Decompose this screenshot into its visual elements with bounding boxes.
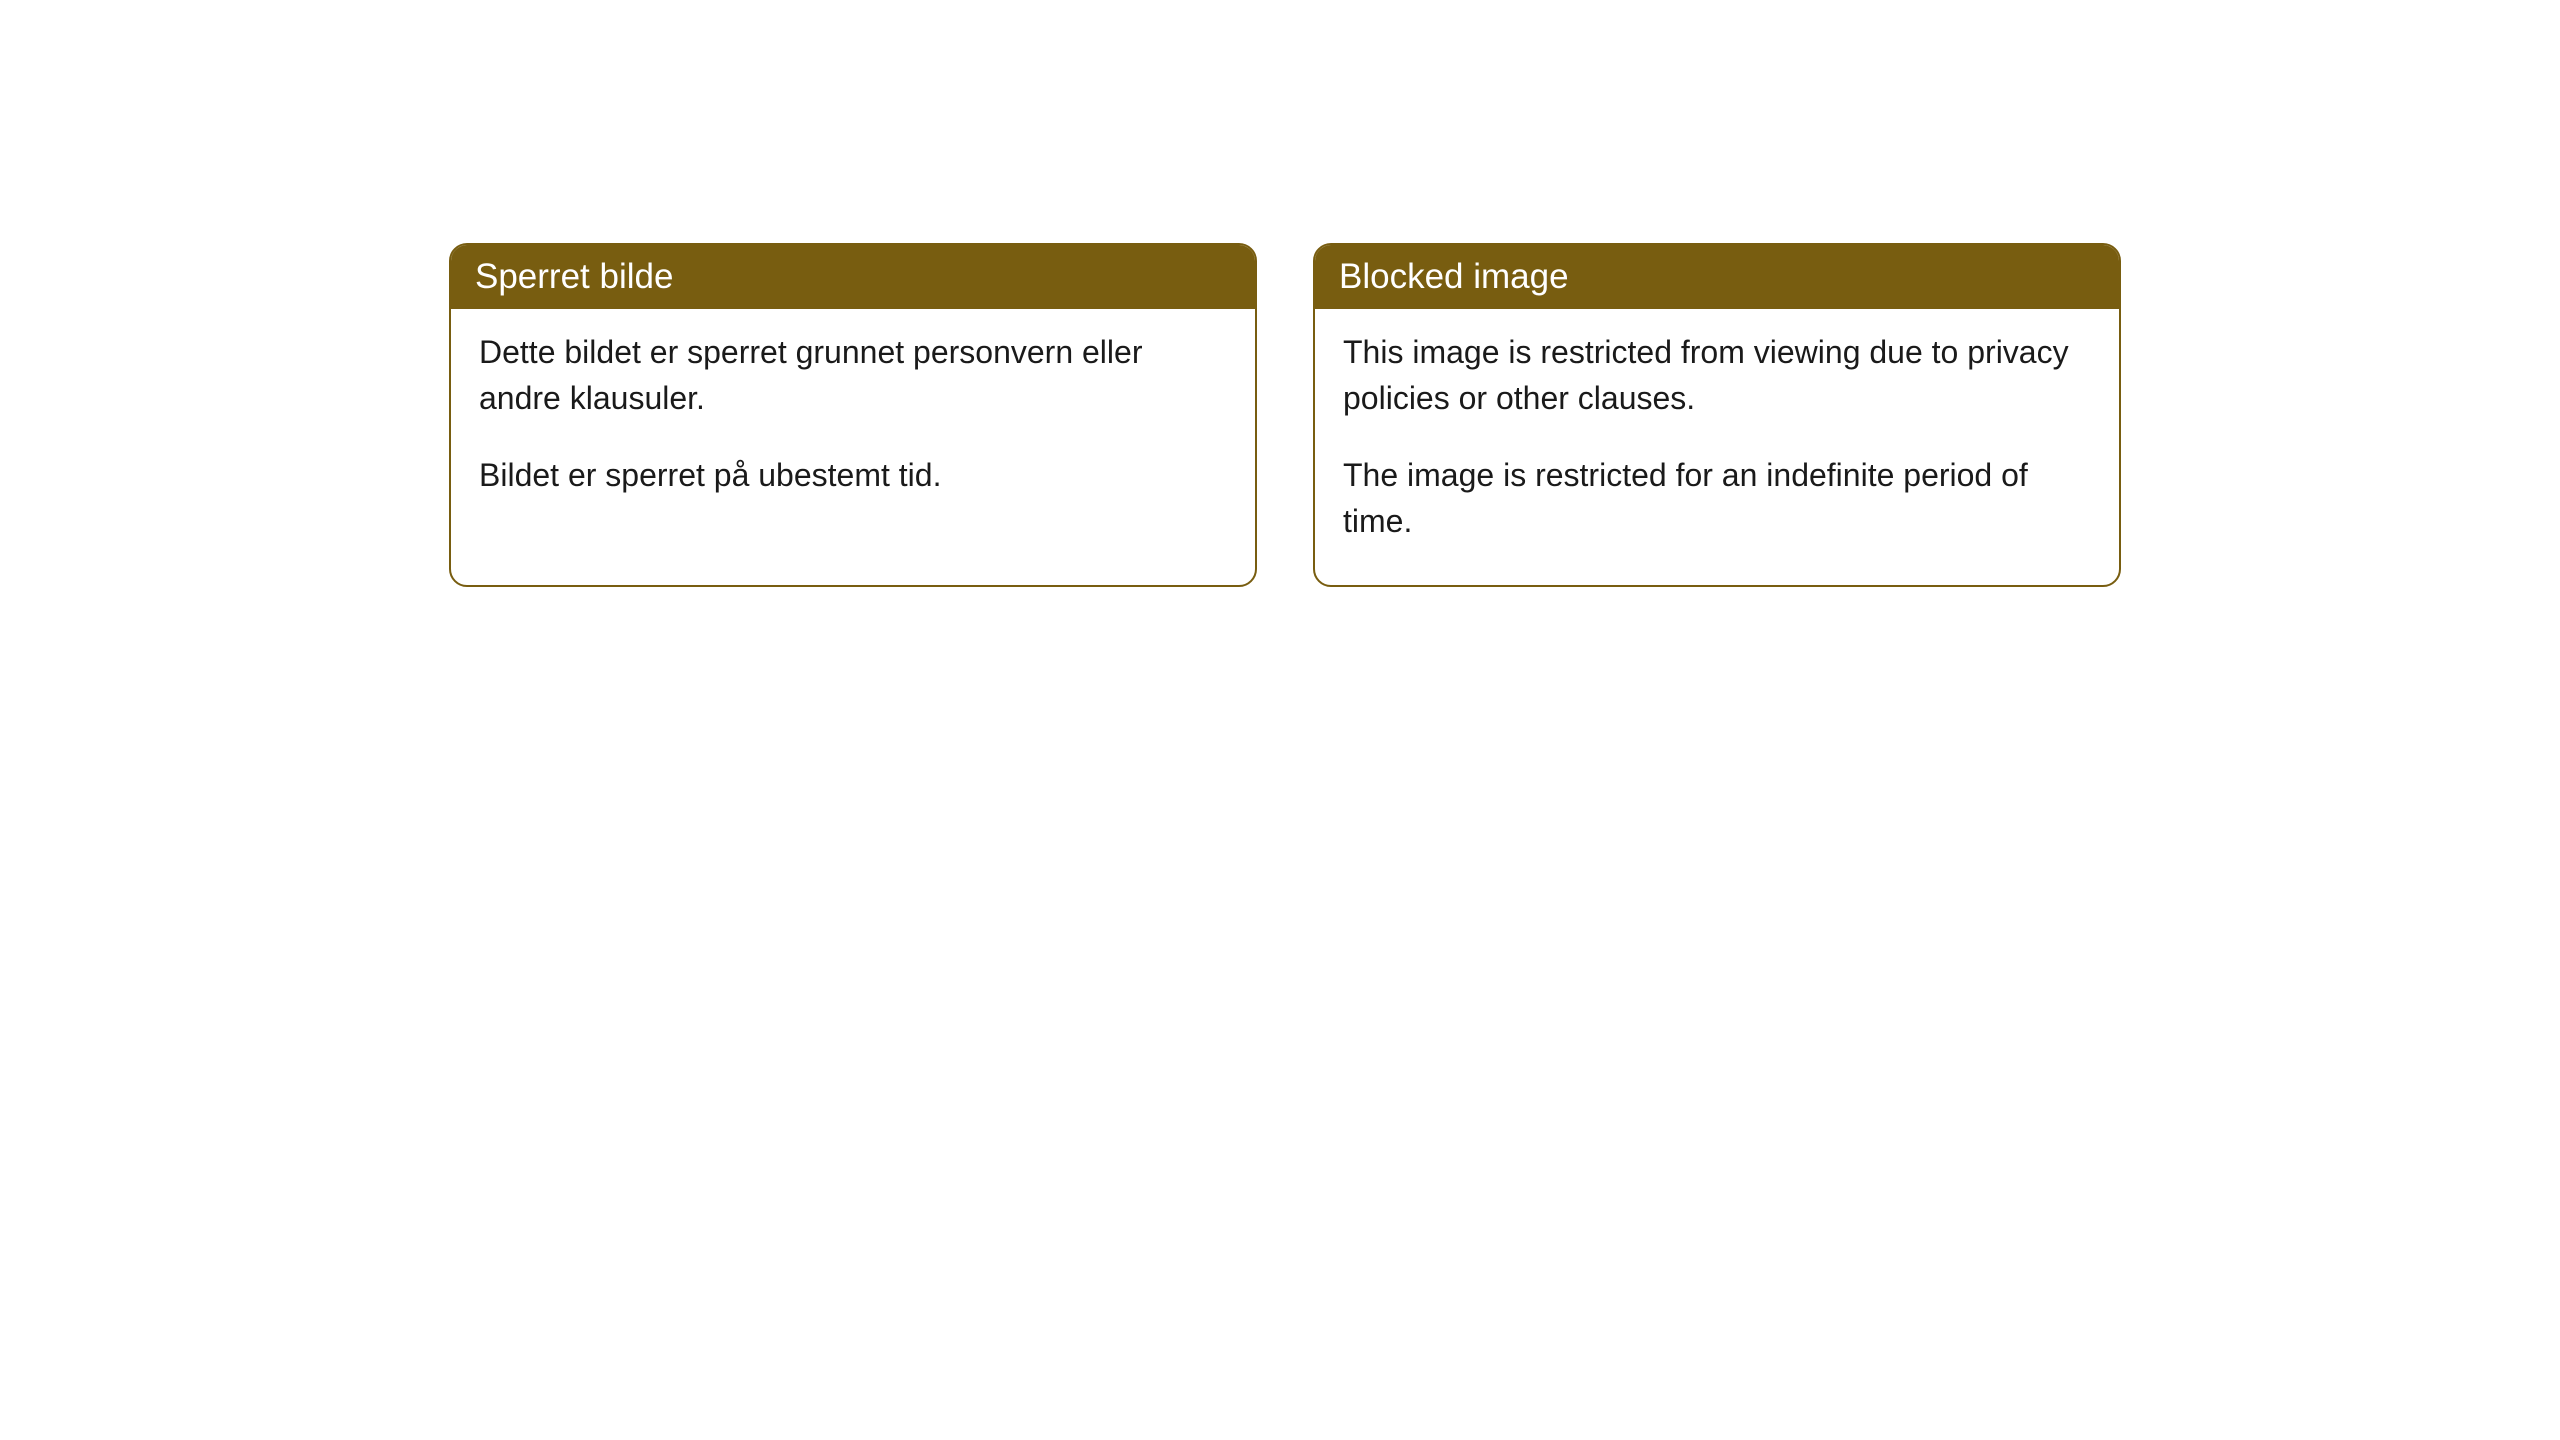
card-text-english-2: The image is restricted for an indefinit… [1343, 452, 2091, 545]
card-text-norwegian-1: Dette bildet er sperret grunnet personve… [479, 329, 1227, 422]
card-text-norwegian-2: Bildet er sperret på ubestemt tid. [479, 452, 1227, 498]
card-body-english: This image is restricted from viewing du… [1315, 309, 2119, 585]
blocked-image-card-english: Blocked image This image is restricted f… [1313, 243, 2121, 587]
card-header-norwegian: Sperret bilde [451, 245, 1255, 309]
card-text-english-1: This image is restricted from viewing du… [1343, 329, 2091, 422]
card-body-norwegian: Dette bildet er sperret grunnet personve… [451, 309, 1255, 538]
card-header-english: Blocked image [1315, 245, 2119, 309]
blocked-image-card-norwegian: Sperret bilde Dette bildet er sperret gr… [449, 243, 1257, 587]
blocked-image-notice-container: Sperret bilde Dette bildet er sperret gr… [449, 243, 2121, 587]
